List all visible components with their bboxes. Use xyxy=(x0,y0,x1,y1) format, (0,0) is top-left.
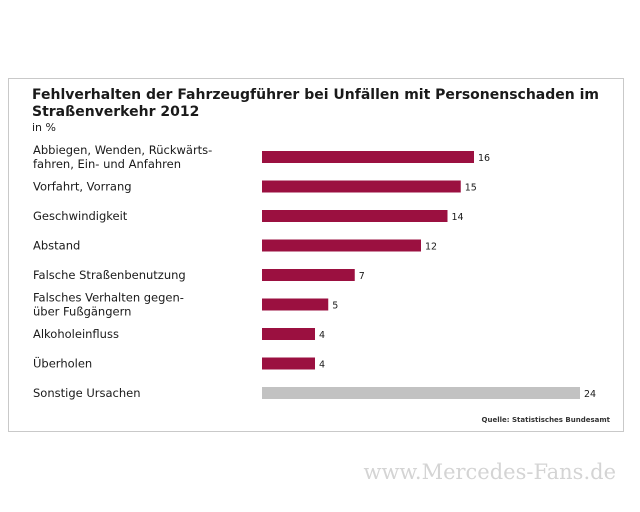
chart-frame xyxy=(8,78,624,432)
bar xyxy=(262,328,315,340)
bar xyxy=(262,239,421,252)
data-label: 12 xyxy=(425,242,437,253)
data-label: 16 xyxy=(478,153,490,164)
data-label: 14 xyxy=(452,212,464,223)
category-label: Geschwindigkeit xyxy=(33,209,128,223)
bar xyxy=(262,357,315,370)
data-label: 4 xyxy=(319,330,325,341)
chart-subtitle: in % xyxy=(32,121,56,134)
category-label: Überholen xyxy=(33,355,92,371)
chart-title: Fehlverhalten der Fahrzeugführer bei Unf… xyxy=(32,87,599,120)
category-label: über Fußgängern xyxy=(33,305,131,319)
category-label: Sonstige Ursachen xyxy=(33,386,141,400)
category-label: Abstand xyxy=(33,239,80,253)
data-label: 4 xyxy=(319,360,325,371)
category-label: Alkoholeinfluss xyxy=(33,327,119,341)
data-label: 15 xyxy=(465,183,477,194)
category-label: Falsche Straßenbenutzung xyxy=(33,268,186,282)
category-label: Vorfahrt, Vorrang xyxy=(33,180,132,194)
bar xyxy=(262,151,474,163)
bar xyxy=(262,210,448,222)
watermark: www.Mercedes-Fans.de xyxy=(363,460,616,484)
data-label: 5 xyxy=(332,301,338,312)
data-label: 24 xyxy=(584,389,596,400)
category-label: Abbiegen, Wenden, Rückwärts- xyxy=(33,143,212,157)
category-label: fahren, Ein- und Anfahren xyxy=(33,157,181,171)
bar xyxy=(262,269,355,281)
data-label: 7 xyxy=(359,271,365,282)
chart-source: Quelle: Statistisches Bundesamt xyxy=(481,416,610,424)
bar xyxy=(262,298,329,311)
bar xyxy=(262,180,461,193)
category-label: Falsches Verhalten gegen- xyxy=(33,291,184,305)
bar xyxy=(262,387,580,399)
